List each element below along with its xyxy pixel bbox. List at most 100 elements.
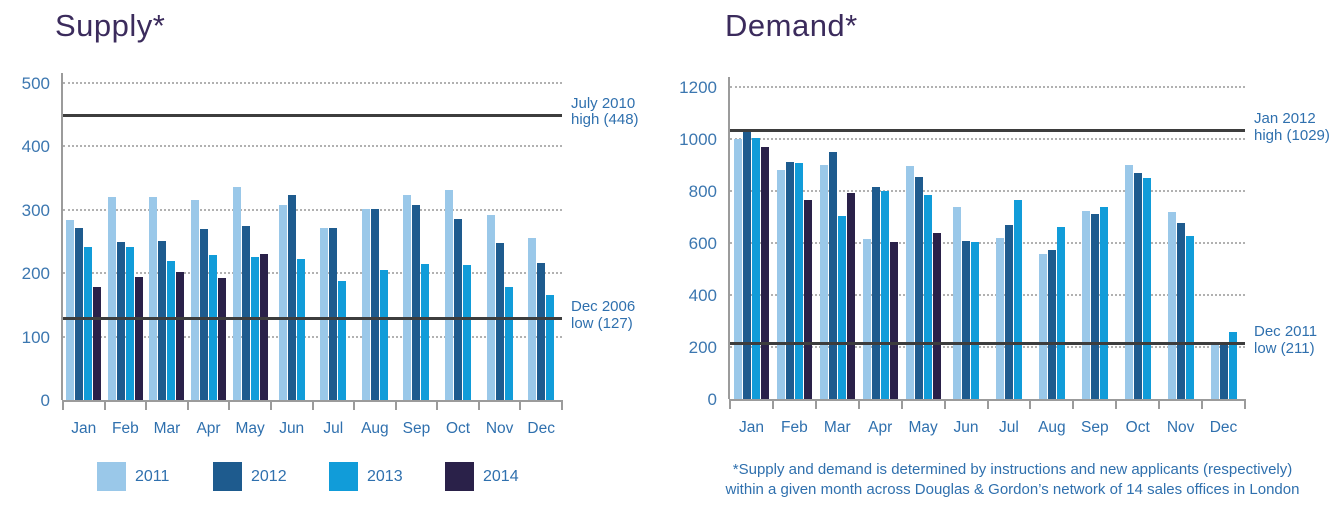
- x-axis-tick: [145, 400, 148, 410]
- bar-2013-aug: [1056, 226, 1065, 399]
- bar-2013-aug: [379, 270, 388, 400]
- legend-label-2011: 2011: [135, 467, 170, 485]
- x-axis-tick: [436, 400, 439, 410]
- bar-2013-jul: [1013, 200, 1022, 399]
- gridline-100: [63, 335, 562, 338]
- y-axis-tick-label: 400: [688, 286, 717, 305]
- chart-footnote: *Supply and demand is determined by inst…: [686, 460, 1339, 500]
- bar-2012-jun: [962, 240, 971, 399]
- bar-2011-feb: [776, 169, 785, 399]
- y-axis-tick-label: 200: [688, 338, 717, 357]
- reference-label-line1: Dec 2011: [1254, 323, 1318, 341]
- gridline-600: [730, 242, 1245, 244]
- bar-2011-mar: [819, 165, 828, 399]
- legend-swatch-2012: [213, 462, 242, 491]
- bar-2011-nov: [1167, 212, 1176, 399]
- reference-line-high: [63, 113, 562, 117]
- x-axis-label-apr: Apr: [868, 419, 893, 436]
- x-axis-label-dec: Dec: [527, 420, 555, 437]
- bar-2012-may: [241, 226, 250, 400]
- x-axis-label-oct: Oct: [445, 420, 471, 437]
- x-axis-tick: [1115, 399, 1118, 409]
- x-axis-label-jul: Jul: [999, 419, 1019, 436]
- x-axis-tick: [1201, 399, 1204, 409]
- demand-chart: 0 200 400 600 800 1000 1200 Jan Feb Mar Apr May Jun J…: [670, 0, 1341, 509]
- bar-2013-dec: [1228, 332, 1237, 399]
- bar-2013-apr: [209, 255, 218, 400]
- reference-label-line1: Jan 2012: [1254, 110, 1316, 128]
- bar-2013-sep: [1099, 206, 1108, 399]
- x-axis-label-dec: Dec: [1209, 419, 1238, 436]
- x-axis-tick: [1029, 399, 1032, 409]
- bar-2012-jan: [742, 131, 751, 399]
- bar-2013-apr: [880, 191, 889, 399]
- demand-chart-panel: Demand* 0 200 400 600 800 1000 1200 Jan Feb Mar Ap…: [670, 0, 1341, 509]
- legend-label-2012: 2012: [251, 467, 287, 485]
- bar-2011-may: [232, 186, 241, 400]
- x-axis-label-jun: Jun: [279, 420, 305, 437]
- bar-2013-oct: [1142, 177, 1151, 399]
- y-axis-line: [728, 77, 730, 399]
- bar-2013-jan: [84, 246, 93, 400]
- reference-line-low: [63, 317, 562, 321]
- bar-2011-oct: [1124, 164, 1133, 399]
- y-axis-tick-label: 200: [21, 264, 50, 284]
- x-axis-tick: [394, 400, 397, 410]
- bar-2011-aug: [361, 209, 370, 400]
- x-axis-tick: [561, 400, 563, 410]
- bar-2012-jun: [287, 194, 296, 400]
- bar-2011-apr: [862, 238, 871, 399]
- reference-line-high: [730, 129, 1245, 133]
- bar-2011-apr: [191, 199, 200, 400]
- bar-2011-feb: [107, 197, 116, 400]
- bar-2012-aug: [1047, 250, 1056, 399]
- bar-2011-jun: [278, 204, 287, 400]
- bar-2014-feb: [134, 277, 143, 400]
- x-axis-tick: [900, 399, 903, 409]
- reference-label-line1: July 2010: [571, 94, 636, 112]
- y-axis-line: [61, 73, 63, 400]
- bar-2012-feb: [785, 162, 794, 399]
- bar-2013-may: [923, 195, 932, 399]
- x-axis-label-may: May: [908, 419, 938, 436]
- footnote-line-1: *Supply and demand is determined by inst…: [732, 461, 1293, 478]
- bar-2014-jan: [93, 287, 102, 400]
- bar-2013-jun: [296, 258, 305, 400]
- y-axis-tick-label: 100: [21, 327, 50, 347]
- bar-2011-jan: [733, 139, 742, 399]
- x-axis-tick: [228, 400, 231, 410]
- bar-2013-nov: [504, 286, 513, 400]
- legend-item-2011: 2011: [97, 462, 179, 491]
- reference-label-line2: high (448): [571, 111, 639, 129]
- y-axis-tick-label: 800: [688, 182, 717, 201]
- bar-2013-mar: [167, 260, 176, 400]
- bar-2012-apr: [200, 228, 209, 400]
- gridline-200: [730, 346, 1245, 348]
- gridline-200: [63, 272, 562, 275]
- x-axis-tick: [943, 399, 946, 409]
- reference-label-line2: high (1029): [1254, 126, 1330, 144]
- bar-2014-apr: [218, 277, 227, 400]
- legend-item-2014: 2014: [445, 462, 527, 491]
- supply-chart: 0 100 200 300 400 500 Jan Feb Mar Apr May Jun Jul Aug…: [0, 0, 670, 509]
- gridline-400: [730, 294, 1245, 296]
- y-axis-tick-label: 500: [21, 74, 50, 93]
- x-axis-tick: [186, 400, 189, 410]
- gridline-500: [63, 82, 562, 84]
- x-axis-tick: [353, 400, 356, 410]
- reference-line-label-high: Jan 2012 high (1029): [1254, 111, 1330, 144]
- x-axis-label-mar: Mar: [153, 420, 181, 437]
- x-axis-label-mar: Mar: [823, 419, 851, 436]
- x-axis-label-nov: Nov: [485, 420, 514, 437]
- x-axis-label-aug: Aug: [1038, 419, 1066, 436]
- gridline-1000: [730, 138, 1245, 140]
- bar-2013-jun: [971, 241, 980, 399]
- bar-2014-jan: [760, 147, 769, 399]
- bar-2012-jul: [1004, 224, 1013, 399]
- x-axis-label-nov: Nov: [1166, 419, 1195, 436]
- bar-2012-jan: [75, 227, 84, 400]
- bar-2011-dec: [1210, 344, 1219, 399]
- y-axis-tick-label: 0: [40, 391, 50, 410]
- bar-2013-feb: [125, 246, 134, 400]
- supply-chart-title: Supply*: [55, 8, 166, 43]
